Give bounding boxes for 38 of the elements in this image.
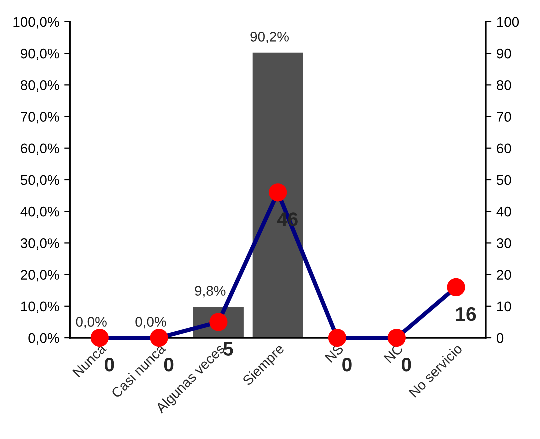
data-label: 9,8% (195, 286, 226, 298)
y-tick-label: 80,0% (21, 80, 60, 92)
y-tick-label: 0,0% (28, 333, 60, 345)
y2-tick-label: 60 (497, 144, 512, 154)
y-tick-label: 10,0% (21, 302, 60, 314)
data-label: 0 (104, 358, 114, 372)
data-label: 5 (224, 342, 234, 356)
point (447, 278, 466, 297)
data-label: 0 (402, 358, 412, 372)
data-label: 0,0% (136, 317, 166, 329)
data-label: 0 (342, 358, 352, 372)
point (388, 328, 406, 348)
y-tick-label: 90,0% (21, 48, 60, 60)
point (90, 328, 109, 348)
y2-tick-label: 80 (497, 80, 512, 90)
y2-tick-label: 20 (497, 270, 512, 280)
data-label: 0 (164, 358, 174, 372)
y-tick-label: 50,0% (20, 175, 60, 187)
y2-tick-label: 50 (496, 175, 512, 186)
y-tick-label: 60,0% (21, 144, 60, 156)
y-tick-label: 70,0% (21, 112, 60, 124)
data-label: 16 (456, 307, 476, 322)
y2-tick-label: 90 (497, 48, 512, 59)
y2-tick-label: 40 (496, 206, 512, 217)
y2-tick-label: 30 (496, 238, 512, 248)
y-tick-label: 30,0% (20, 238, 60, 250)
point (150, 328, 168, 348)
point (328, 328, 347, 348)
y2-tick-label: 0 (496, 333, 504, 344)
data-label: 0,0% (76, 317, 107, 329)
y-tick-label: 20,0% (21, 270, 60, 282)
y-tick-label: 40,0% (20, 206, 60, 218)
data-label: 90,2% (250, 32, 289, 44)
y-tick-label: 100,0% (14, 17, 60, 29)
point (269, 184, 288, 202)
y2-tick-label: 100 (497, 17, 520, 28)
y2-tick-label: 10 (497, 302, 512, 312)
y2-tick-label: 70 (497, 112, 512, 122)
